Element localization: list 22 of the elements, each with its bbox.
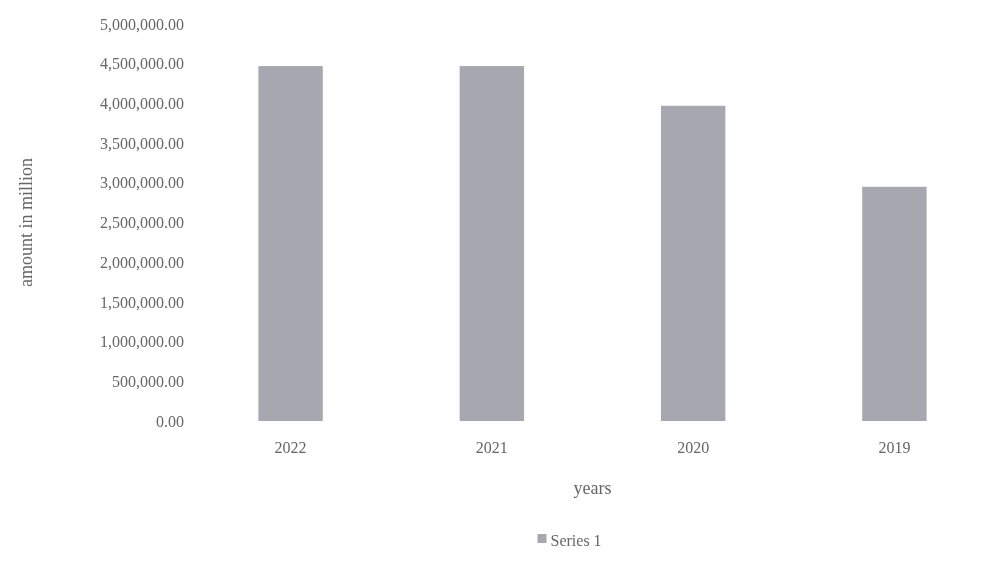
y-axis-title: amount in million — [16, 158, 36, 287]
x-tick-label: 2022 — [274, 439, 307, 456]
y-tick-label: 5,000,000.00 — [100, 15, 184, 33]
y-tick-label: 2,000,000.00 — [100, 253, 184, 271]
bar — [862, 186, 927, 421]
y-tick-label: 4,500,000.00 — [100, 55, 184, 73]
bar — [258, 66, 323, 421]
bar — [459, 66, 525, 421]
y-tick-label: 4,000,000.00 — [100, 95, 184, 112]
x-tick-label: 2021 — [475, 439, 508, 456]
x-tick-label: 2019 — [878, 439, 911, 456]
legend-label: Series 1 — [550, 531, 602, 549]
y-tick-label: 3,000,000.00 — [100, 174, 184, 192]
y-tick-label: 3,500,000.00 — [100, 134, 184, 152]
y-tick-label: 500,000.00 — [112, 372, 184, 390]
x-tick-label: 2020 — [677, 439, 710, 456]
y-tick-label: 2,500,000.00 — [100, 214, 184, 232]
x-axis-title: years — [573, 478, 612, 498]
y-tick-label: 1,000,000.00 — [100, 333, 184, 351]
y-tick-label: 0.00 — [156, 412, 184, 430]
y-tick-label: 1,500,000.00 — [100, 293, 184, 311]
bar — [660, 105, 726, 421]
